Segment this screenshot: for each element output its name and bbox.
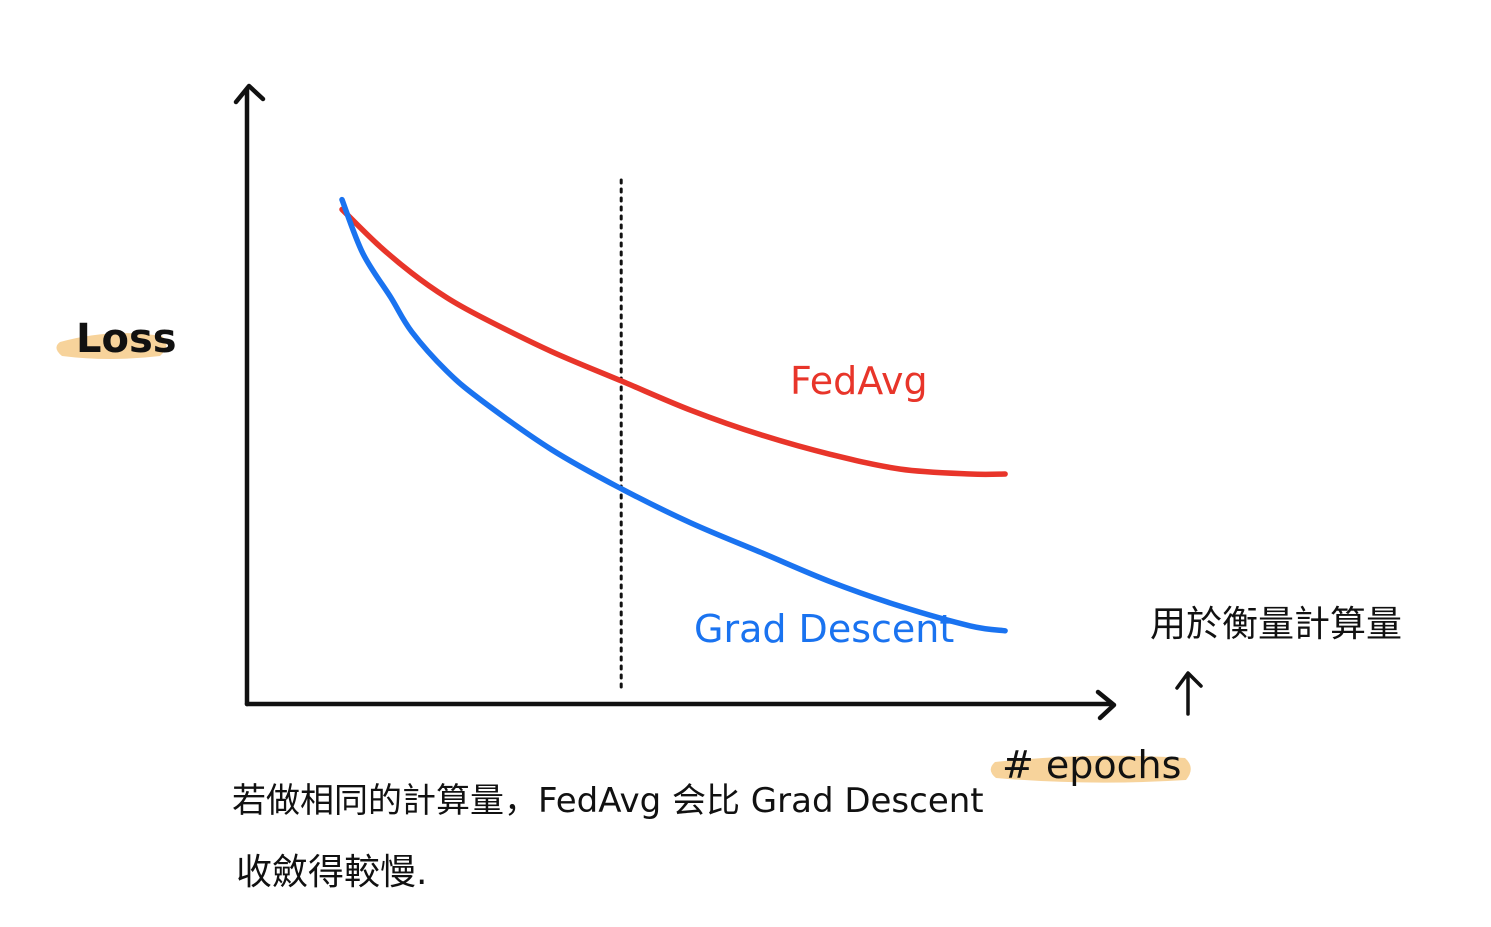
y-axis-label: Loss xyxy=(76,316,177,362)
side-note-arrow xyxy=(1175,671,1203,716)
note-line-1: 若做相同的計算量，FedAvg 会比 Grad Descent xyxy=(232,781,984,821)
side-note: 用於衡量計算量 xyxy=(1150,604,1402,645)
epochs-highlight xyxy=(990,755,1191,783)
y-axis-arrowhead xyxy=(233,83,266,105)
fedavg-label: FedAvg xyxy=(790,359,928,403)
note-line-2: 收斂得較慢. xyxy=(236,852,427,893)
loss-highlight xyxy=(56,333,167,359)
grad-descent-label: Grad Descent xyxy=(694,607,954,651)
x-axis-arrowhead xyxy=(1095,689,1117,721)
x-axis-label: # epochs xyxy=(1002,743,1181,787)
fedavg-line xyxy=(339,206,1008,478)
grad-descent-line xyxy=(339,196,1008,634)
